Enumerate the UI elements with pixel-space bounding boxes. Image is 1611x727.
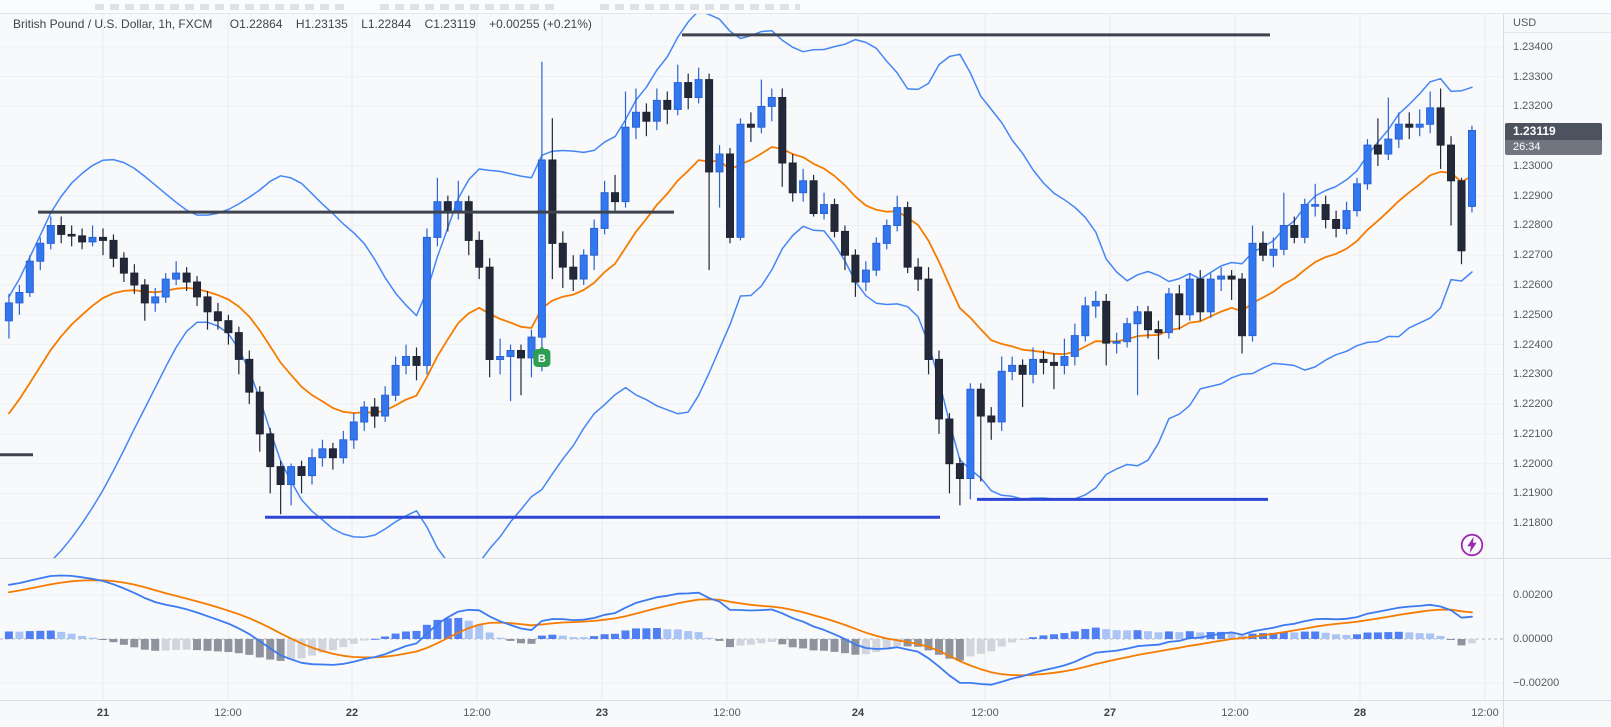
bar-countdown: 26:34 <box>1505 140 1602 155</box>
time-tick-label: 12:00 <box>1221 707 1249 719</box>
price-tick-label: 1.22500 <box>1513 308 1553 321</box>
legend-change-value: +0.00255 (+0.21%) <box>489 17 592 31</box>
time-tick-label: 23 <box>595 707 609 719</box>
price-tick-label: 1.22400 <box>1513 338 1553 351</box>
price-tick-label: 1.23300 <box>1513 70 1553 83</box>
time-tick-label: 22 <box>345 707 359 719</box>
buy-marker-label: B <box>538 353 546 365</box>
legend-open-value: O1.22864 <box>229 17 283 31</box>
legend-high-value: H1.23135 <box>295 17 348 31</box>
price-tick-label: 1.22600 <box>1513 279 1553 291</box>
legend-low-value: L1.22844 <box>361 17 412 31</box>
time-tick-label: 12:00 <box>1471 707 1499 719</box>
time-tick-label: 21 <box>96 707 110 719</box>
last-price-badge: 1.23119 26:34 <box>1505 123 1602 155</box>
price-tick-label: 1.22800 <box>1513 219 1553 232</box>
price-tick-label: 1.22200 <box>1513 398 1553 411</box>
price-tick-label: 1.22000 <box>1513 457 1553 470</box>
price-tick-label: 1.22100 <box>1513 427 1553 440</box>
time-tick-label: 12:00 <box>214 707 242 719</box>
time-tick-label: 12:00 <box>971 707 999 719</box>
time-tick-label: 12:00 <box>463 707 491 719</box>
macd-tick-label: 0.00000 <box>1513 633 1553 645</box>
time-tick-label: 12:00 <box>713 707 741 719</box>
symbol-legend[interactable]: British Pound / U.S. Dollar, 1h, FXCM O1… <box>13 17 602 31</box>
price-tick-label: 1.22900 <box>1513 189 1553 202</box>
price-tick-label: 1.22700 <box>1513 249 1553 262</box>
clipped-text-remnant <box>600 4 800 10</box>
time-tick-label: 27 <box>1103 707 1117 719</box>
price-tick-label: 1.23200 <box>1513 100 1553 113</box>
price-tick-label: 1.21900 <box>1513 487 1553 500</box>
macd-tick-label: 0.00200 <box>1513 589 1553 601</box>
time-tick-label: 28 <box>1353 707 1367 719</box>
horizontal-line-drawings[interactable] <box>0 33 1270 519</box>
buy-marker[interactable]: B <box>533 345 551 367</box>
last-price-value: 1.23119 <box>1505 123 1602 140</box>
time-tick-label: 24 <box>851 707 865 719</box>
price-tick-label: 1.23400 <box>1513 40 1553 53</box>
time-axis[interactable] <box>0 700 1611 727</box>
price-tick-label: 1.21800 <box>1513 517 1553 530</box>
clipped-text-remnant <box>95 4 345 10</box>
lightning-icon-button[interactable] <box>1460 533 1484 557</box>
clipped-text-remnant <box>380 4 560 10</box>
clipped-toolbar-row <box>0 0 1611 14</box>
pane-divider[interactable] <box>0 558 1611 559</box>
macd-tick-label: −0.00200 <box>1513 677 1560 689</box>
symbol-title[interactable]: British Pound / U.S. Dollar, 1h, FXCM <box>13 17 213 31</box>
price-tick-label: 1.23000 <box>1513 159 1553 172</box>
macd-indicator <box>4 574 1476 686</box>
legend-close-value: C1.23119 <box>424 17 476 31</box>
candlestick-series <box>4 61 1476 515</box>
price-tick-label: 1.22300 <box>1513 368 1553 381</box>
price-axis[interactable] <box>1503 14 1611 727</box>
axis-currency-label: USD <box>1504 14 1611 33</box>
lightning-icon <box>1467 536 1477 554</box>
